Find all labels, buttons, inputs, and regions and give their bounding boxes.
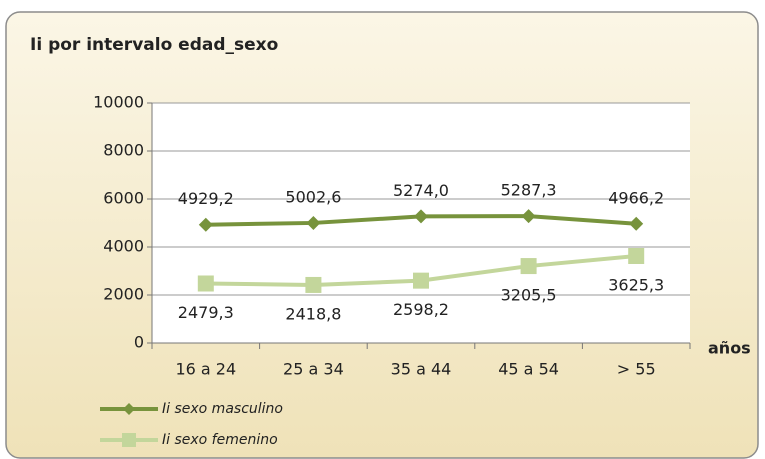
y-tick-label: 6000 <box>103 189 144 208</box>
data-label: 5287,3 <box>501 181 557 200</box>
data-label: 3625,3 <box>608 275 664 294</box>
data-label: 3205,5 <box>501 286 557 305</box>
legend-label: Ii sexo femenino <box>162 432 278 448</box>
data-label: 2418,8 <box>285 304 341 323</box>
data-point <box>413 272 429 289</box>
y-tick-label: 0 <box>134 333 144 352</box>
legend-marker <box>122 433 136 447</box>
y-tick-label: 10000 <box>93 93 144 112</box>
data-point <box>521 209 536 224</box>
data-label: 4966,2 <box>608 188 664 207</box>
x-axis-label: años <box>708 339 751 358</box>
data-label: 4929,2 <box>178 189 234 208</box>
data-point <box>414 209 428 224</box>
x-tick-label: 16 a 24 <box>175 360 236 379</box>
data-point <box>306 215 321 230</box>
x-tick-label: 25 a 34 <box>283 360 344 379</box>
data-label: 2479,3 <box>178 303 234 322</box>
data-label: 5002,6 <box>285 187 341 206</box>
data-point <box>629 216 644 231</box>
data-point <box>305 276 322 293</box>
data-point <box>198 217 213 232</box>
data-point <box>520 258 537 275</box>
data-point <box>197 275 214 292</box>
y-tick-label: 8000 <box>103 141 144 160</box>
legend-marker <box>123 403 135 415</box>
x-tick-label: > 55 <box>617 360 656 379</box>
x-tick-label: 45 a 54 <box>498 360 559 379</box>
data-label: 2598,2 <box>393 300 449 319</box>
x-tick-label: 35 a 44 <box>391 360 452 379</box>
chart-title: Ii por intervalo edad_sexo <box>30 35 278 55</box>
legend-label: Ii sexo masculino <box>162 401 283 417</box>
data-label: 5274,0 <box>393 181 449 200</box>
data-point <box>628 247 645 264</box>
y-tick-label: 2000 <box>103 285 144 304</box>
y-tick-label: 4000 <box>103 237 144 256</box>
